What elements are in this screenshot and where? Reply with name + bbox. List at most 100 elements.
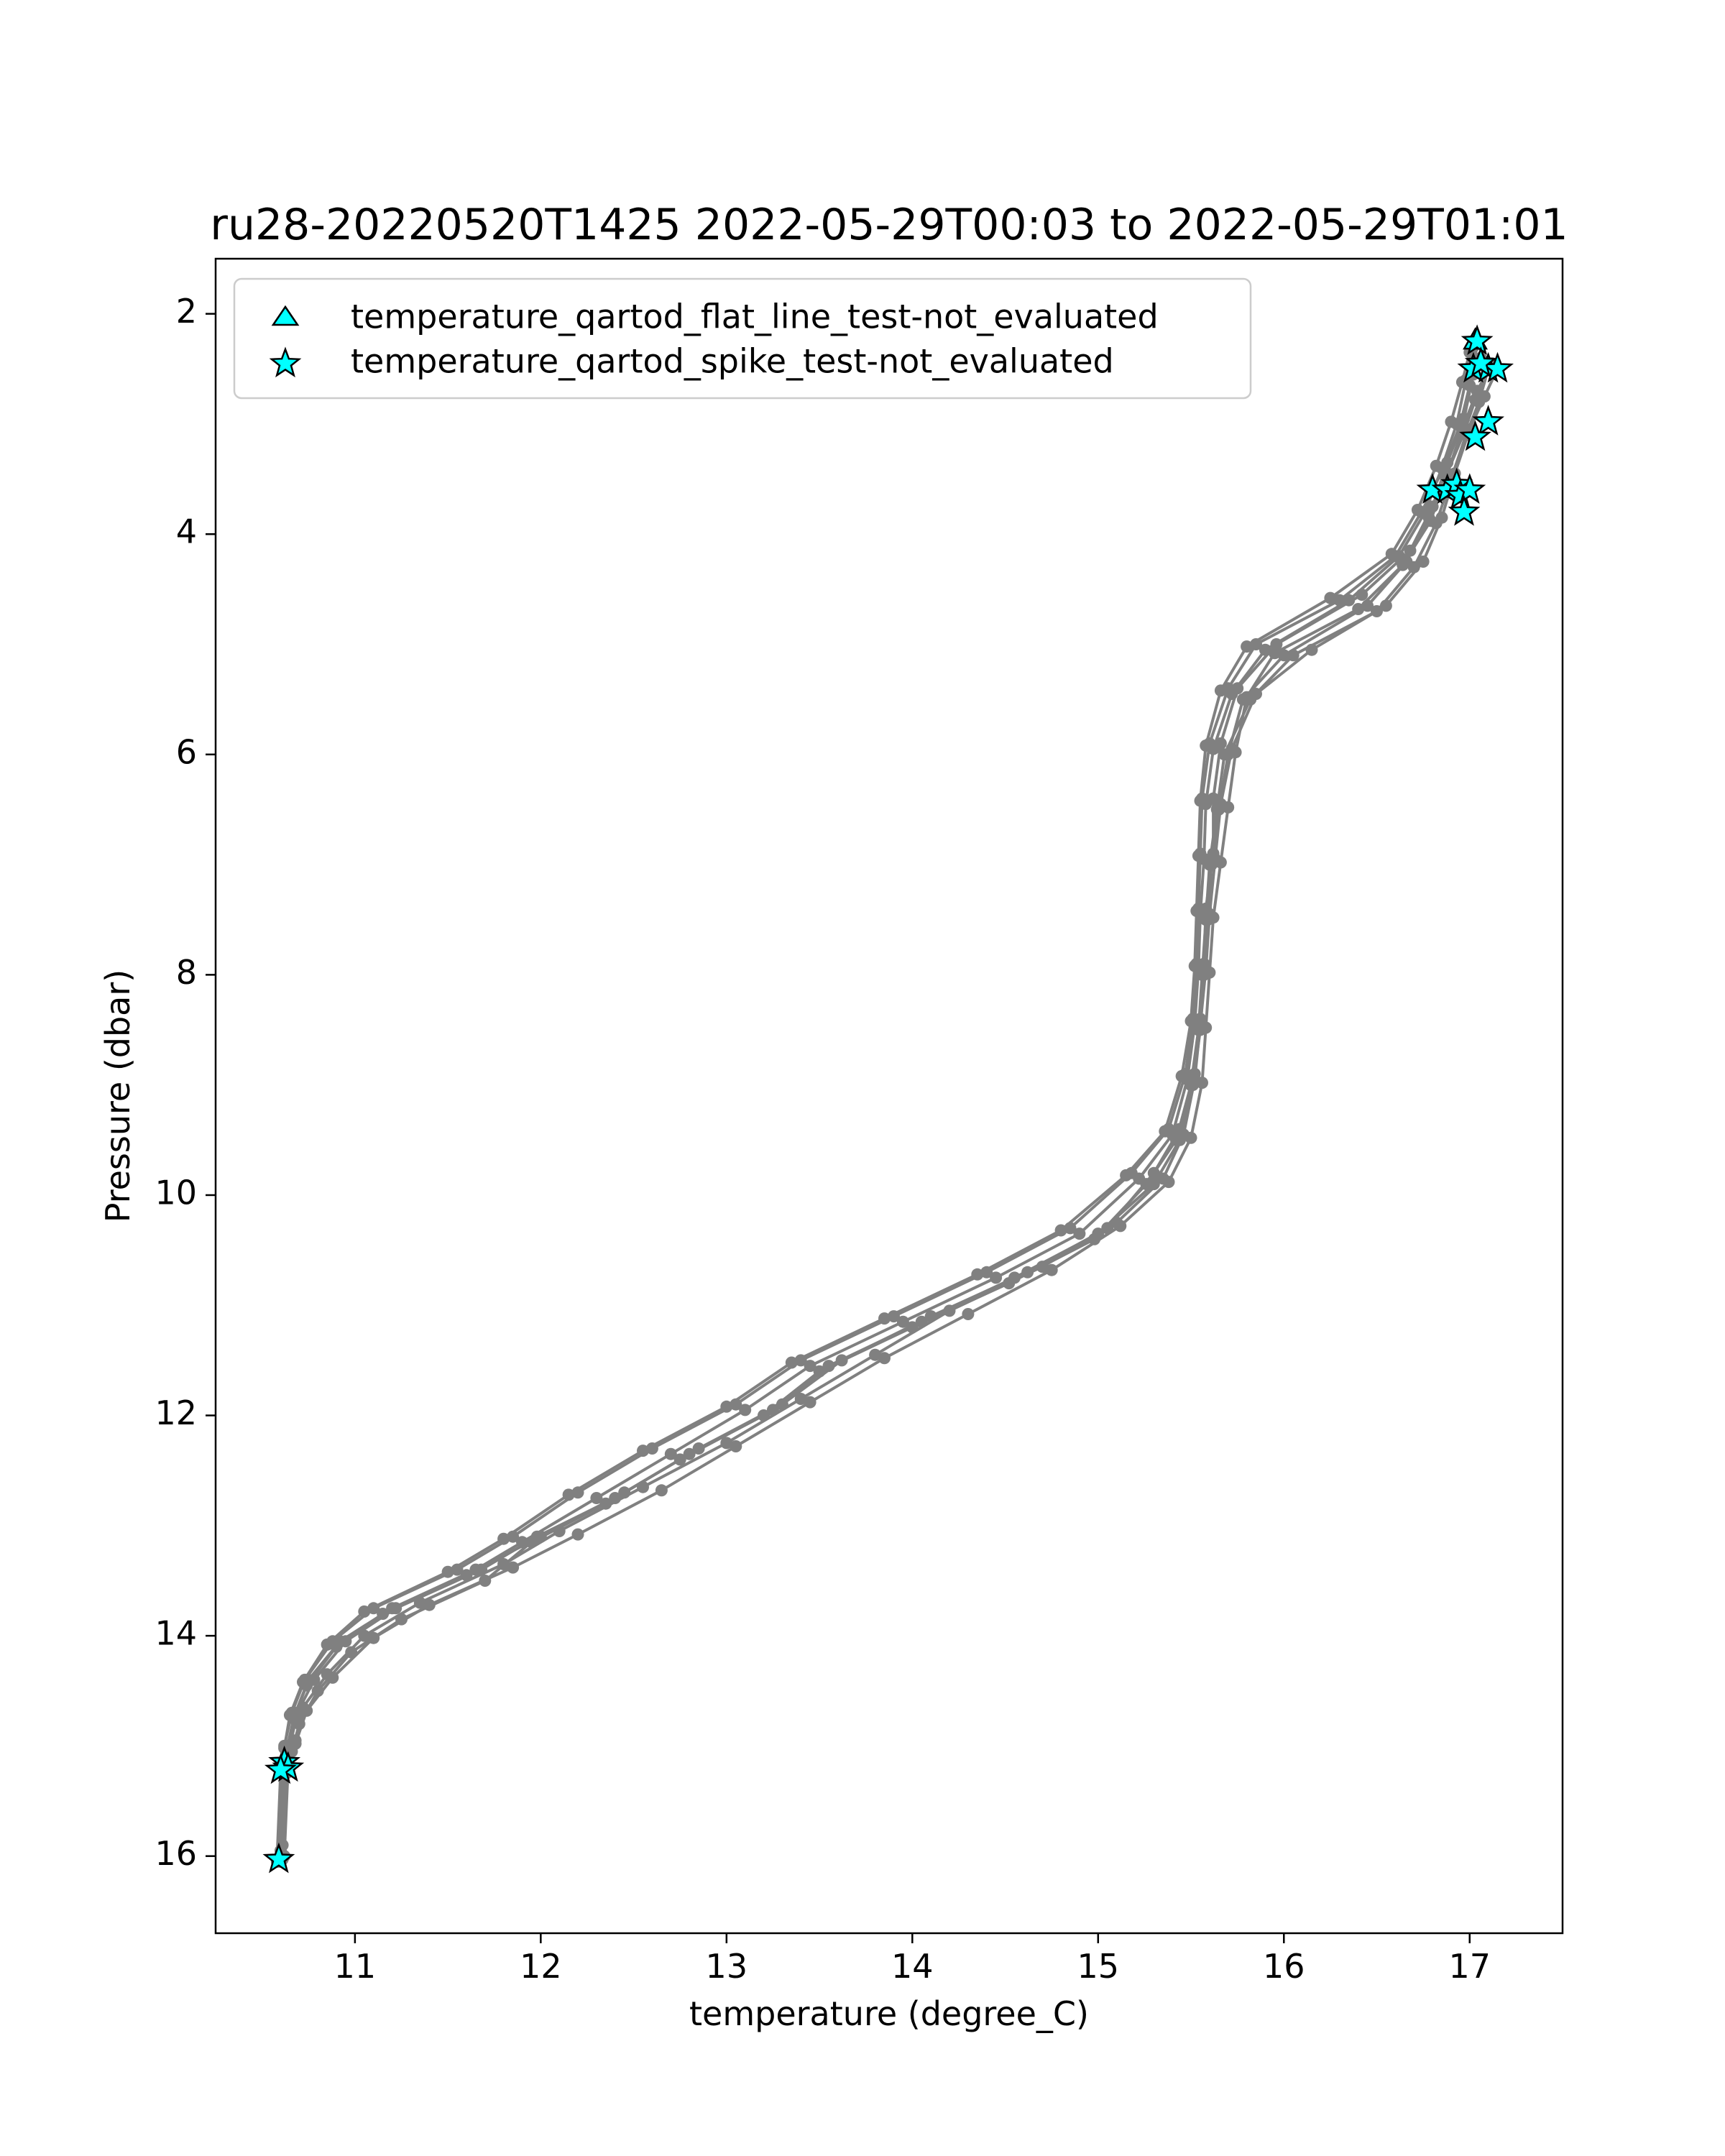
plot-frame (214, 257, 1564, 1935)
profile-point (1445, 415, 1458, 428)
legend-box (233, 277, 1252, 400)
profile-point (1184, 1131, 1197, 1144)
profile-point (1397, 558, 1409, 571)
profile-point (683, 1447, 696, 1460)
profile-point (1175, 1069, 1188, 1082)
profile-point (1268, 647, 1281, 660)
profile-point (1277, 649, 1290, 662)
profile-point (878, 1352, 891, 1365)
profile-point (1430, 459, 1443, 472)
profile-point (1200, 740, 1213, 752)
spike-not-evaluated-marker (1453, 473, 1486, 505)
profile-point (367, 1631, 380, 1644)
profile-line-7 (281, 366, 1490, 1860)
y-tick-label: 6 (176, 732, 197, 771)
profile-point (571, 1528, 584, 1541)
y-tick-label: 10 (155, 1173, 197, 1212)
profile-point (1343, 594, 1356, 607)
legend-label-flat-line: temperature_qartod_flat_line_test-not_ev… (351, 298, 1159, 336)
x-tick-label: 13 (706, 1947, 748, 1986)
profile-point (869, 1348, 882, 1361)
profile-point (1203, 966, 1216, 979)
profile-point (1213, 803, 1225, 816)
profile-point (766, 1404, 779, 1416)
profile-point (971, 1268, 984, 1281)
profile-point (1159, 1125, 1172, 1138)
x-tick-label: 17 (1448, 1947, 1491, 1986)
profile-point (730, 1440, 742, 1452)
profile-point (530, 1530, 543, 1543)
legend-label-spike: temperature_qartod_spike_test-not_evalua… (351, 342, 1114, 381)
y-tick-label: 12 (155, 1393, 197, 1432)
profile-point (1385, 548, 1398, 561)
profile-point (1190, 905, 1203, 917)
profile-point (1417, 556, 1430, 568)
profile-point (1222, 801, 1235, 814)
profile-point (962, 1308, 975, 1320)
profile-point (358, 1605, 371, 1618)
x-tick-label: 12 (520, 1947, 562, 1986)
profile-point (1114, 1220, 1127, 1233)
y-tick-label: 16 (155, 1834, 197, 1873)
profile-point (1250, 638, 1262, 650)
plot-area (262, 324, 1514, 1874)
profile-point (1352, 603, 1365, 615)
x-tick-label: 16 (1263, 1947, 1305, 1986)
profile-point (637, 1445, 649, 1457)
profile-point (609, 1492, 622, 1504)
profile-point (990, 1271, 1003, 1284)
profile-line-4 (277, 346, 1475, 1862)
profile-point (785, 1356, 798, 1369)
triangle-marker-icon (271, 305, 300, 326)
profile-point (1184, 1015, 1197, 1028)
legend-item-spike: temperature_qartod_spike_test-not_evalua… (269, 342, 1114, 381)
profile-point (326, 1671, 339, 1684)
profile-point (878, 1312, 891, 1325)
x-axis-label: temperature (degree_C) (689, 1994, 1089, 2033)
profile-line-8 (275, 351, 1471, 1862)
profile-point (562, 1488, 575, 1501)
profile-point (1205, 858, 1218, 871)
profile-point (1200, 1021, 1213, 1034)
profile-point (1196, 1077, 1208, 1089)
profile-point (720, 1437, 733, 1450)
y-axis: 2 4 6 8 10 12 14 16 (155, 292, 216, 1873)
y-tick-label: 2 (176, 292, 197, 331)
spike-not-evaluated-marker (1448, 495, 1481, 526)
spike-not-evaluated-marker (1459, 420, 1491, 451)
profile-line-5 (279, 362, 1494, 1851)
profile-point (300, 1704, 313, 1717)
profile-point (475, 1563, 488, 1576)
profile-point (1194, 794, 1207, 807)
profile-point (497, 1558, 510, 1570)
profile-point (497, 1532, 510, 1545)
profile-point (1214, 856, 1227, 869)
profile-point (1259, 643, 1271, 656)
profile-point (308, 1673, 321, 1686)
profile-point (1054, 1224, 1067, 1237)
profile-point (915, 1315, 928, 1328)
spike-not-evaluated-marker (1464, 346, 1497, 377)
profile-point (655, 1484, 668, 1497)
spike-not-evaluated-marker (262, 1842, 295, 1874)
profile-point (1229, 746, 1242, 759)
profile-point (1207, 911, 1220, 924)
profile-point (289, 1737, 302, 1750)
spike-not-evaluated-marker (264, 1753, 297, 1784)
profile-point (1214, 684, 1227, 697)
profile-point (1379, 599, 1392, 612)
profile-point (1250, 688, 1262, 700)
x-tick-label: 11 (334, 1947, 377, 1986)
star-marker-icon (269, 346, 302, 378)
x-tick-label: 15 (1077, 1947, 1120, 1986)
flag-marker-layer (262, 324, 1514, 1874)
profile-point (1435, 511, 1448, 524)
profile-line-6 (277, 357, 1483, 1858)
profile-point (1425, 515, 1437, 528)
y-tick-label: 14 (155, 1614, 197, 1653)
profile-point (1305, 643, 1318, 656)
profile-point (1241, 691, 1254, 704)
profile-point (794, 1393, 807, 1405)
profile-point (283, 1709, 296, 1721)
